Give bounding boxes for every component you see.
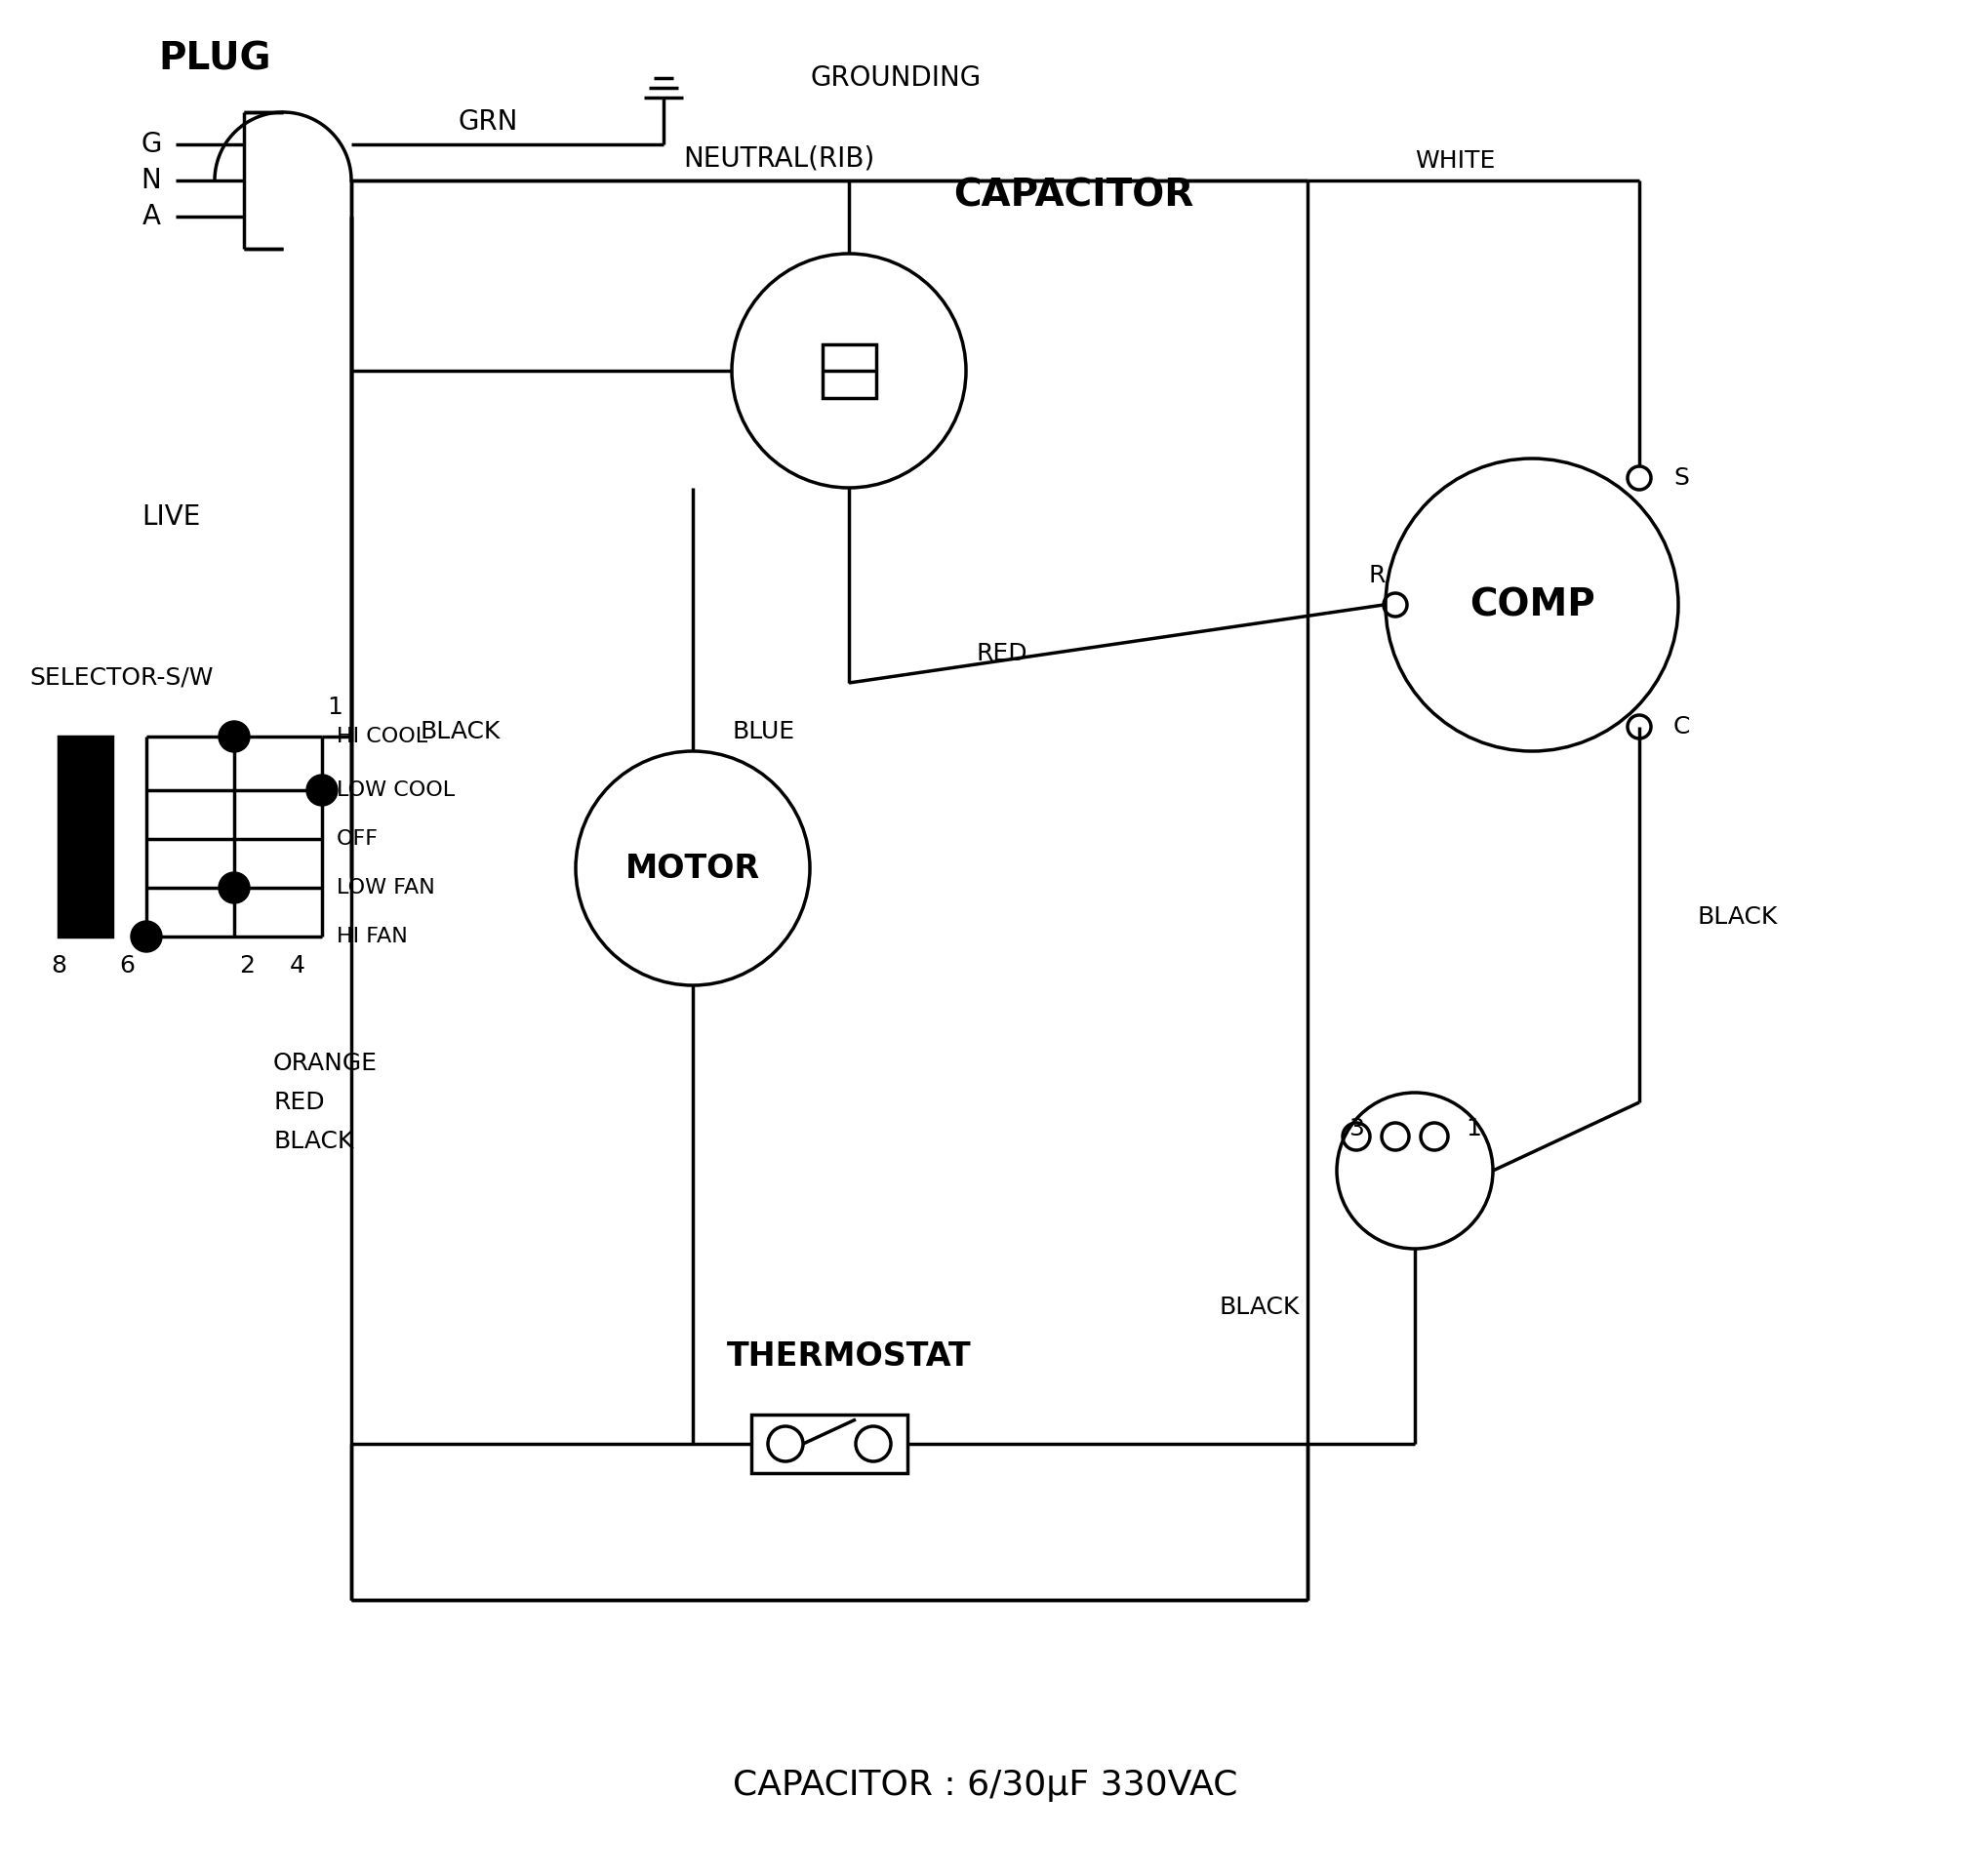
Text: BLACK: BLACK (1698, 906, 1779, 929)
Circle shape (130, 921, 162, 953)
Text: PLUG: PLUG (158, 39, 270, 77)
Circle shape (219, 872, 250, 904)
Text: BLACK: BLACK (274, 1129, 353, 1154)
Text: LOW COOL: LOW COOL (337, 780, 456, 799)
Text: GRN: GRN (458, 109, 519, 135)
Text: HI COOL: HI COOL (337, 726, 428, 747)
Text: LOW FAN: LOW FAN (337, 878, 436, 897)
Text: 6: 6 (118, 955, 134, 977)
Text: COMP: COMP (1469, 587, 1595, 623)
Text: G: G (140, 131, 162, 158)
Text: MOTOR: MOTOR (625, 852, 759, 884)
Text: RED: RED (274, 1090, 325, 1114)
Text: R: R (1369, 565, 1386, 587)
Text: 8: 8 (51, 955, 67, 977)
Text: 3: 3 (1349, 1116, 1365, 1141)
Text: BLACK: BLACK (1221, 1296, 1300, 1319)
Text: LIVE: LIVE (142, 503, 201, 531)
Circle shape (219, 720, 250, 752)
Text: ORANGE: ORANGE (274, 1052, 377, 1075)
Text: SELECTOR-S/W: SELECTOR-S/W (30, 666, 213, 690)
Text: CAPACITOR: CAPACITOR (952, 176, 1193, 214)
Circle shape (306, 775, 337, 807)
Text: N: N (142, 167, 162, 193)
Text: RED: RED (976, 642, 1027, 666)
Text: THERMOSTAT: THERMOSTAT (726, 1339, 970, 1371)
Text: OFF: OFF (337, 829, 379, 848)
Bar (59, 737, 112, 936)
Bar (822, 343, 876, 398)
Text: 2: 2 (239, 955, 254, 977)
Text: A: A (142, 203, 160, 231)
Text: GROUNDING: GROUNDING (810, 64, 980, 92)
Bar (751, 1415, 907, 1473)
Text: WHITE: WHITE (1414, 150, 1495, 173)
Text: S: S (1674, 467, 1688, 490)
Text: C: C (1674, 715, 1690, 739)
Text: NEUTRAL(RIB): NEUTRAL(RIB) (682, 144, 874, 173)
Text: CAPACITOR : 6/30μF 330VAC: CAPACITOR : 6/30μF 330VAC (734, 1769, 1238, 1801)
Text: HI FAN: HI FAN (337, 927, 408, 946)
Text: BLUE: BLUE (732, 720, 795, 743)
Text: 1: 1 (327, 696, 343, 719)
Text: 4: 4 (290, 955, 306, 977)
Text: 1: 1 (1465, 1116, 1481, 1141)
Text: BLACK: BLACK (420, 720, 501, 743)
